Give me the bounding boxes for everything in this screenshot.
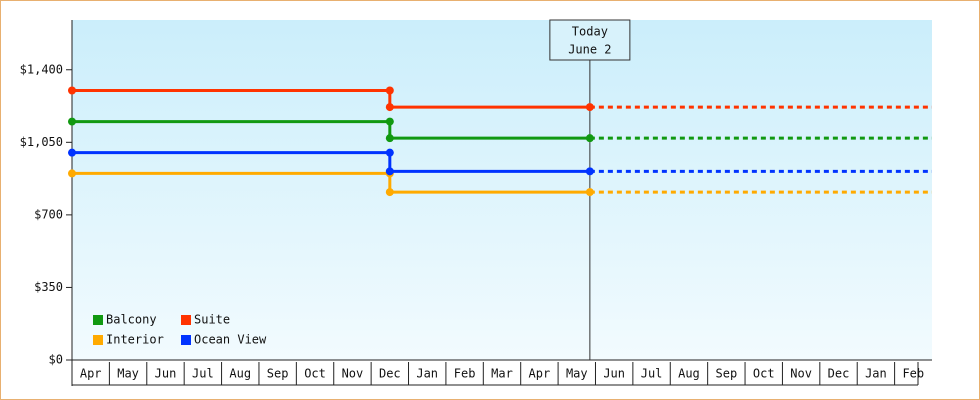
price-point bbox=[385, 117, 394, 126]
x-tick-label: Jun bbox=[603, 367, 625, 381]
price-line bbox=[72, 151, 590, 173]
price-point bbox=[585, 134, 594, 143]
x-tick-label: Feb bbox=[902, 367, 924, 381]
price-point bbox=[385, 188, 394, 197]
x-tick-label: Aug bbox=[229, 367, 251, 381]
x-tick-label: May bbox=[566, 367, 588, 381]
today-label: Today bbox=[572, 25, 608, 39]
price-line bbox=[72, 120, 590, 140]
plot-area bbox=[72, 20, 932, 360]
y-tick-label: $1,400 bbox=[20, 62, 63, 76]
x-tick-label: Apr bbox=[529, 367, 551, 381]
price-point bbox=[585, 188, 594, 197]
price-point bbox=[68, 169, 76, 178]
x-tick-label: Sep bbox=[716, 367, 738, 381]
x-tick-label: May bbox=[117, 367, 139, 381]
x-tick-label: Jul bbox=[192, 367, 214, 381]
x-tick-label: Jan bbox=[416, 367, 438, 381]
price-point bbox=[68, 117, 76, 126]
x-tick-label: Oct bbox=[753, 367, 775, 381]
price-point bbox=[385, 86, 394, 95]
price-point bbox=[585, 167, 594, 176]
x-tick-label: Nov bbox=[342, 367, 364, 381]
price-point bbox=[68, 86, 76, 95]
x-tick-label: Sep bbox=[267, 367, 289, 381]
y-tick-label: $0 bbox=[49, 353, 63, 367]
price-line bbox=[72, 171, 590, 194]
legend-label: Suite bbox=[194, 313, 230, 327]
today-date: June 2 bbox=[568, 43, 611, 57]
x-tick-label: Feb bbox=[454, 367, 476, 381]
x-tick-label: Dec bbox=[828, 367, 850, 381]
x-tick-label: Mar bbox=[491, 367, 513, 381]
legend-swatch bbox=[181, 315, 191, 325]
x-tick-label: Nov bbox=[790, 367, 812, 381]
price-point bbox=[585, 103, 594, 112]
price-point bbox=[385, 134, 394, 143]
price-point bbox=[385, 148, 394, 157]
legend-swatch bbox=[181, 335, 191, 345]
legend-label: Ocean View bbox=[194, 333, 267, 347]
legend-swatch bbox=[93, 315, 103, 325]
legend-label: Balcony bbox=[106, 313, 157, 327]
y-tick-label: $1,050 bbox=[20, 135, 63, 149]
price-point bbox=[68, 148, 76, 157]
price-point bbox=[385, 167, 394, 176]
price-point bbox=[385, 103, 394, 112]
today-box bbox=[549, 19, 631, 61]
x-tick-label: Aug bbox=[678, 367, 700, 381]
price-line bbox=[72, 88, 590, 109]
x-tick-label: Jun bbox=[155, 367, 177, 381]
x-tick-label: Apr bbox=[80, 367, 102, 381]
y-tick-label: $700 bbox=[34, 207, 63, 221]
x-tick-label: Jan bbox=[865, 367, 887, 381]
x-tick-label: Jul bbox=[641, 367, 663, 381]
x-tick-label: Oct bbox=[304, 367, 326, 381]
legend-label: Interior bbox=[106, 333, 164, 347]
x-tick-label: Dec bbox=[379, 367, 401, 381]
y-tick-label: $350 bbox=[34, 280, 63, 294]
legend-swatch bbox=[93, 335, 103, 345]
